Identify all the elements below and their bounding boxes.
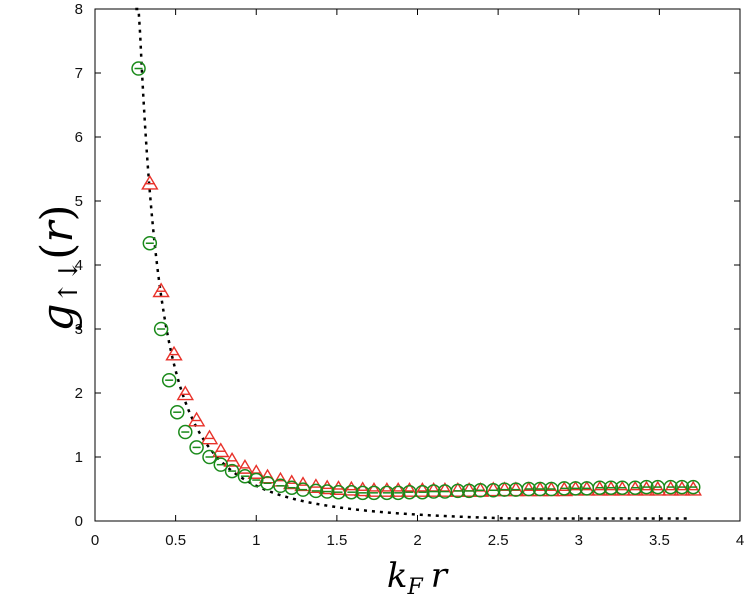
y-axis-title: g↑↓(r)	[32, 204, 85, 331]
triangle-data-point	[187, 411, 206, 427]
circle-data-point	[603, 480, 619, 495]
circle-data-point	[153, 321, 169, 337]
circle-data-point	[169, 404, 185, 420]
triangle-data-point	[649, 480, 667, 496]
circle-data-point	[142, 235, 158, 251]
x-tick-label: 2	[413, 532, 421, 549]
circle-data-point	[592, 480, 607, 495]
y-tick-label: 7	[75, 65, 83, 82]
triangle-data-point	[378, 482, 396, 497]
triangle-data-point	[365, 482, 383, 497]
triangle-data-point	[389, 482, 407, 497]
triangle-data-point	[176, 385, 195, 401]
circle-data-point	[344, 484, 359, 500]
circle-data-point	[308, 483, 324, 499]
circle-data-point	[486, 483, 501, 498]
triangle-data-point	[400, 482, 419, 497]
y-axis-title-paren-close: )	[32, 204, 83, 221]
data-points	[131, 61, 702, 501]
y-tick-label: 1	[75, 449, 83, 466]
x-tick-label: 0.5	[165, 532, 186, 549]
circle-data-point	[161, 372, 177, 388]
svg-text:g↑↓(r): g↑↓(r)	[32, 204, 85, 331]
circle-data-point	[426, 484, 441, 499]
x-tick-label: 3	[575, 532, 583, 549]
triangle-data-point	[684, 480, 702, 496]
x-axis-title-k: k	[387, 556, 408, 596]
triangle-data-point	[342, 480, 361, 496]
x-axis-title-r: r	[431, 556, 449, 596]
circle-data-point	[355, 485, 370, 501]
x-tick-label: 0	[91, 532, 99, 549]
triangle-data-point	[200, 429, 219, 445]
y-axis-title-g: g	[32, 303, 83, 331]
triangle-data-point	[661, 480, 680, 496]
triangle-data-point	[673, 480, 691, 496]
x-tick-label: 2.5	[488, 532, 509, 549]
y-tick-label: 3	[75, 321, 83, 338]
triangle-data-point	[353, 481, 372, 497]
circle-data-point	[273, 478, 288, 494]
y-tick-label: 4	[75, 257, 83, 274]
x-tick-label: 3.5	[649, 532, 670, 549]
circle-data-point	[568, 481, 583, 496]
triangle-data-point	[413, 482, 432, 497]
circle-data-point	[131, 61, 146, 76]
triangle-data-point	[236, 458, 254, 474]
circle-data-point	[532, 481, 548, 497]
circle-data-point	[521, 481, 537, 497]
x-axis-title-f: F	[407, 575, 424, 600]
x-axis-title: kF r	[387, 556, 449, 600]
circle-data-point	[249, 472, 264, 488]
triangle-data-point	[223, 451, 241, 467]
y-axis-title-arrows: ↑↓	[54, 260, 84, 304]
circle-data-point	[319, 484, 335, 499]
x-tick-label: 4	[736, 532, 744, 549]
y-tick-label: 8	[75, 1, 83, 18]
circle-data-point	[379, 485, 395, 501]
triangle-data-point	[165, 345, 183, 361]
circle-data-point	[284, 480, 299, 495]
y-axis-title-r: r	[32, 219, 83, 243]
x-tick-label: 1.5	[326, 532, 347, 549]
triangle-data-point	[318, 479, 336, 495]
dashed-fit-curve	[135, 7, 689, 520]
circle-data-point	[639, 479, 654, 495]
y-tick-label: 0	[75, 513, 83, 530]
circle-data-point	[685, 479, 701, 495]
y-tick-label: 6	[75, 129, 83, 146]
y-axis: 0 1 2 3 4 5 6 7 8	[75, 1, 740, 530]
circle-data-point	[202, 449, 217, 465]
circle-data-point	[497, 482, 512, 497]
circle-data-point	[674, 479, 690, 495]
y-axis-title-paren-open: (	[32, 243, 83, 260]
circle-data-point	[627, 480, 643, 495]
circle-data-point	[663, 479, 678, 495]
svg-text:kFr: kF r	[387, 556, 449, 600]
circle-data-point	[461, 483, 477, 499]
circle-data-point	[450, 483, 466, 499]
circle-data-point	[189, 440, 204, 455]
circle-data-point	[556, 481, 572, 496]
triangle-data-point	[141, 174, 159, 190]
x-tick-label: 1	[252, 532, 260, 549]
triangle-data-point	[637, 480, 656, 496]
circle-data-point	[390, 485, 406, 501]
y-tick-label: 5	[75, 193, 83, 210]
circle-data-point	[224, 463, 240, 479]
circle-data-point	[213, 457, 229, 472]
triangle-data-point	[212, 442, 230, 458]
x-axis: 0 0.5 1 1.5 2 2.5 3 3.5 4	[91, 9, 744, 549]
circle-data-point	[178, 424, 193, 440]
dashed-curve-layer	[135, 7, 689, 520]
triangle-data-point	[329, 480, 348, 495]
y-tick-label: 2	[75, 385, 83, 402]
triangle-data-point	[152, 282, 170, 298]
circle-data-point	[415, 484, 430, 500]
